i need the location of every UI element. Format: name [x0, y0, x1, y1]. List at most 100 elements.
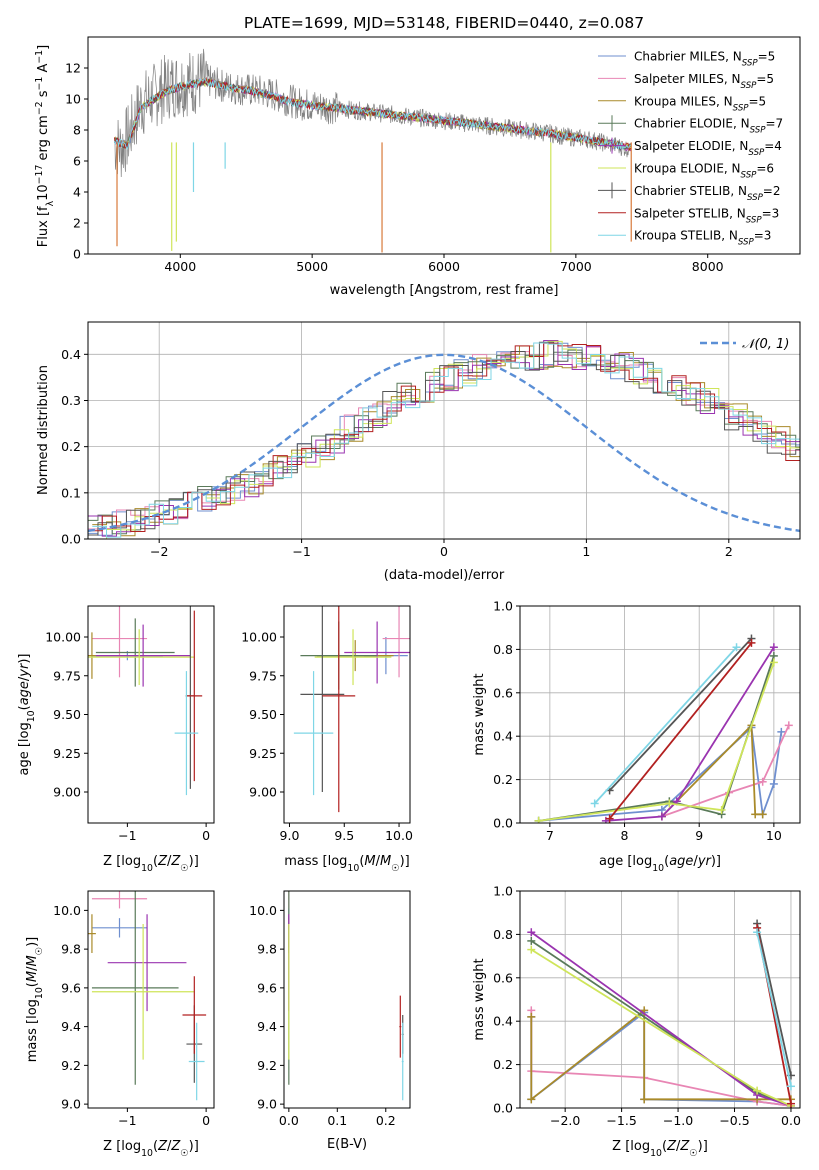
y-tick-label: 0.2 [493, 1057, 513, 1072]
x-tick-label: −0.5 [719, 1113, 749, 1128]
x-tick-label: 2 [725, 544, 733, 559]
y-tick-label: 0.4 [493, 729, 513, 744]
weight-line [756, 932, 792, 1087]
y-tick-label: 6 [73, 154, 81, 169]
plot-area [534, 634, 793, 823]
y-tick-label: 10.0 [249, 903, 277, 918]
x-tick-label: 7000 [560, 259, 592, 274]
histogram-step [88, 342, 800, 536]
x-tick-label: 6000 [428, 259, 460, 274]
y-tick-label: 9.4 [257, 1019, 277, 1034]
y-tick-label: 0.0 [493, 1101, 513, 1116]
y-tick-label: 9.50 [53, 707, 81, 722]
y-tick-label: 9.4 [61, 1019, 81, 1034]
weight-line [756, 923, 792, 1076]
histogram-step [92, 342, 800, 538]
y-tick-label: 10.0 [53, 903, 81, 918]
x-tick-label: −2.0 [550, 1113, 580, 1128]
y-tick-label: 0.0 [493, 816, 513, 831]
y-tick-label: 10 [65, 92, 81, 107]
plot-area [288, 891, 404, 1101]
y-tick-label: 9.8 [257, 942, 277, 957]
legend-label: Kroupa STELIB, NSSP=3 [634, 229, 771, 248]
legend: Chabrier MILES, NSSP=5 Salpeter MILES, NS… [598, 50, 783, 248]
y-tick-label: 12 [65, 61, 81, 76]
y-tick-label: 0.2 [61, 439, 81, 454]
y-tick-label: 9.6 [257, 980, 277, 995]
plot-area [88, 606, 203, 796]
x-tick-label: 0.0 [781, 1113, 801, 1128]
x-axis-label: Z [log10(Z/Z☉)] [612, 1139, 708, 1159]
x-tick-label: −1 [292, 544, 310, 559]
y-tick-label: 0 [73, 247, 81, 262]
x-tick-label: 4000 [164, 259, 196, 274]
x-tick-label: −1.5 [606, 1113, 636, 1128]
legend-label: Chabrier STELIB, NSSP=2 [634, 184, 781, 203]
y-tick-label: 0.4 [493, 1014, 513, 1029]
x-axis-label: (data-model)/error [384, 568, 505, 583]
y-tick-label: 1.0 [493, 599, 513, 614]
plot-area [527, 919, 795, 1108]
axes-age-vs-mass: 9.0 9.5 10.0 9.00 9.25 9.50 9.75 10.00 [241, 605, 413, 843]
axes-frame [87, 890, 215, 1109]
y-tick-label: 4 [73, 185, 81, 200]
y-tick-label: 9.00 [249, 785, 277, 800]
axes-massweight-vs-Z: −2.0 −1.5 −1.0 −0.5 0.0 0.0 0.2 0.4 0.6 0.8 1.0 [493, 884, 801, 1129]
plot-area [88, 891, 207, 1101]
chart-title: PLATE=1699, MJD=53148, FIBERID=0440, z=0… [244, 14, 644, 32]
legend-label: Chabrier ELODIE, NSSP=7 [634, 117, 783, 136]
y-axis-label: Normed distribution [36, 365, 51, 495]
histogram-step [92, 345, 800, 537]
y-tick-label: 9.50 [249, 707, 277, 722]
y-axis-label: age [log10(age/yr)] [17, 653, 37, 775]
axes-mass-vs-Z: −1 0 9.0 9.2 9.4 9.6 9.8 10.0 [53, 890, 215, 1128]
legend-label: Salpeter MILES, NSSP=5 [634, 72, 774, 91]
axes-frame [283, 890, 411, 1109]
y-axis-label: mass weight [472, 958, 487, 1040]
x-tick-label: −1 [118, 1113, 136, 1128]
x-tick-label: 1 [582, 544, 590, 559]
weight-line [605, 646, 775, 822]
legend-label: 𝒩(0, 1) [742, 337, 789, 352]
x-axis-label: mass [log10(M/M☉)] [284, 854, 410, 874]
legend-label: Salpeter ELODIE, NSSP=4 [634, 139, 782, 158]
y-tick-label: 0.6 [493, 685, 513, 700]
model-spectrum [113, 78, 632, 152]
x-tick-label: 9.5 [334, 828, 354, 843]
x-tick-label: 0 [202, 828, 210, 843]
x-tick-label: 0 [440, 544, 448, 559]
legend-label: Chabrier MILES, NSSP=5 [634, 50, 775, 69]
y-tick-label: 1.0 [493, 884, 513, 899]
x-tick-label: 9 [695, 828, 703, 843]
y-axis-label: mass weight [472, 673, 487, 755]
x-axis-label: E(B-V) [327, 1137, 367, 1152]
y-tick-label: 9.2 [257, 1058, 277, 1073]
y-tick-label: 9.75 [249, 668, 277, 683]
axes-frame [519, 605, 801, 824]
weight-line [538, 662, 775, 822]
x-tick-label: 0 [202, 1113, 210, 1128]
x-tick-label: 8 [621, 828, 629, 843]
y-tick-label: 9.25 [249, 746, 277, 761]
x-axis-label: wavelength [Angstrom, rest frame] [330, 283, 559, 298]
x-tick-label: 0.1 [327, 1113, 347, 1128]
x-axis-label: Z [log10(Z/Z☉)] [103, 854, 199, 874]
y-tick-label: 9.25 [53, 746, 81, 761]
x-tick-label: 9.0 [280, 828, 300, 843]
legend-label: Kroupa ELODIE, NSSP=6 [634, 162, 774, 181]
y-tick-label: 10.00 [241, 630, 277, 645]
legend-label: Kroupa MILES, NSSP=5 [634, 94, 766, 113]
histogram-step [92, 340, 800, 539]
weight-line [608, 637, 753, 792]
x-tick-label: −2 [150, 544, 168, 559]
y-axis-label: Flux [fλ10−17 erg cm−2 s−1 A−1] [34, 45, 56, 247]
y-tick-label: 9.8 [61, 942, 81, 957]
y-tick-label: 2 [73, 216, 81, 231]
x-tick-label: −1.0 [663, 1113, 693, 1128]
y-tick-label: 0.0 [61, 532, 81, 547]
histogram-step [88, 339, 800, 537]
y-tick-label: 0.2 [493, 772, 513, 787]
weight-line [530, 931, 792, 1107]
y-tick-label: 0.8 [493, 642, 513, 657]
